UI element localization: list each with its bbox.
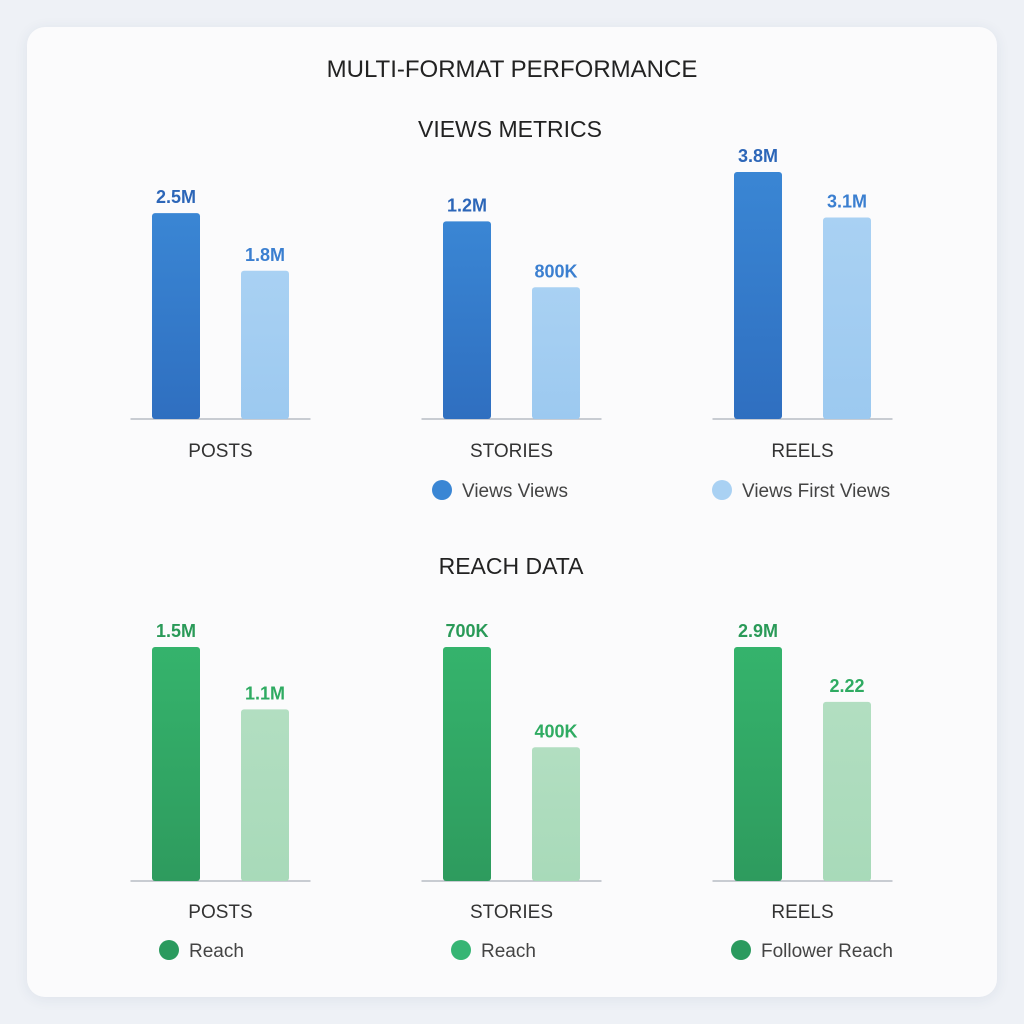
views-bar-stories-s2	[532, 287, 580, 419]
views-chart-group: 2.5M 1.8M POSTS 1.2M 800K STORIES 3.8M 3.1M REEL…	[130, 146, 893, 502]
reach-value-label: 400K	[534, 721, 577, 741]
legend-swatch	[159, 940, 179, 960]
reach-bar-reels-s2	[823, 701, 871, 881]
views-bar-posts-s1	[152, 213, 200, 419]
reach-value-label: 700K	[445, 621, 488, 641]
views-bar-posts-s2	[241, 270, 289, 419]
views-bar-reels-s2	[823, 217, 871, 419]
views-value-label: 3.8M	[738, 146, 778, 166]
main-title: MULTI-FORMAT PERFORMANCE	[327, 56, 698, 83]
legend-swatch	[432, 480, 452, 500]
reach-value-label: 2.22	[829, 676, 864, 696]
reach-value-label: 1.1M	[245, 683, 285, 703]
reach-category-label: STORIES	[470, 902, 553, 923]
reach-chart-title: REACH DATA	[439, 553, 584, 579]
legend-swatch	[712, 480, 732, 500]
reach-category-label: POSTS	[188, 902, 252, 923]
reach-chart-group: 1.5M 1.1M POSTS 700K 400K STORIES 2.9M 2.22 REEL…	[130, 621, 893, 962]
views-value-label: 2.5M	[156, 187, 196, 207]
legend-swatch	[451, 940, 471, 960]
views-bar-reels-s1	[734, 172, 782, 419]
reach-bar-stories-s2	[532, 747, 580, 881]
reach-bar-stories-s1	[443, 647, 491, 881]
legend-label: Reach	[189, 941, 244, 962]
reach-value-label: 2.9M	[738, 621, 778, 641]
legend-label: Reach	[481, 941, 536, 962]
reach-category-label: REELS	[771, 902, 833, 923]
reach-bar-posts-s1	[152, 647, 200, 881]
views-category-label: REELS	[771, 441, 833, 462]
views-value-label: 3.1M	[827, 192, 867, 212]
legend-swatch	[731, 940, 751, 960]
views-category-label: STORIES	[470, 441, 553, 462]
legend-label: Follower Reach	[761, 941, 893, 962]
views-bar-stories-s1	[443, 221, 491, 419]
reach-value-label: 1.5M	[156, 621, 196, 641]
views-value-label: 800K	[534, 261, 577, 281]
views-chart-title: VIEWS METRICS	[418, 116, 602, 142]
legend-label: Views Views	[462, 481, 568, 502]
views-value-label: 1.8M	[245, 245, 285, 265]
views-category-label: POSTS	[188, 441, 252, 462]
legend-label: Views First Views	[742, 481, 890, 502]
reach-bar-posts-s2	[241, 709, 289, 881]
views-value-label: 1.2M	[447, 195, 487, 215]
reach-bar-reels-s1	[734, 647, 782, 881]
